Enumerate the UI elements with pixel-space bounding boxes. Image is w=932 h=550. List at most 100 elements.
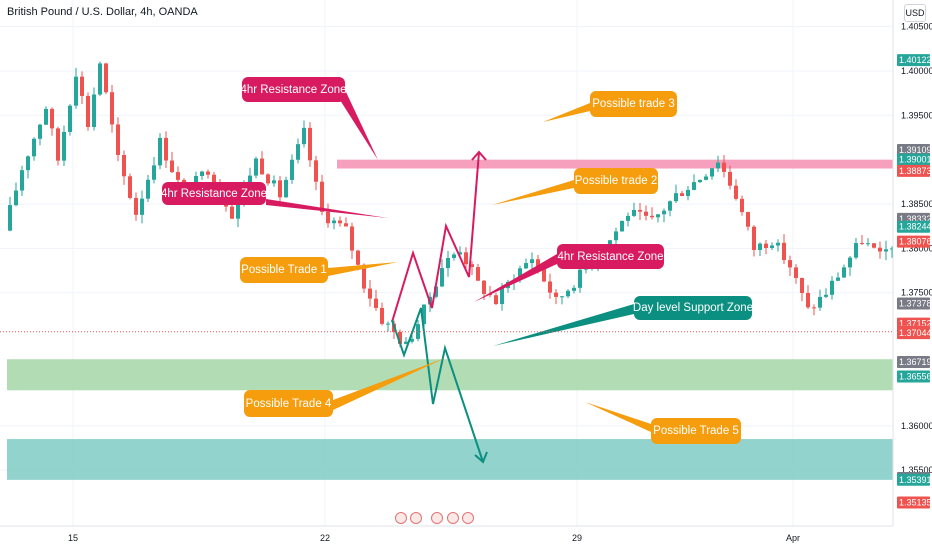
candle-body bbox=[128, 176, 132, 198]
price-tag: 1.37044 bbox=[897, 327, 932, 340]
price-tick-label: 1.37500 bbox=[901, 288, 932, 298]
candle-body bbox=[230, 206, 234, 219]
price-tag-bg bbox=[897, 297, 930, 310]
candle bbox=[890, 246, 894, 258]
candle-body bbox=[698, 179, 702, 183]
candle bbox=[806, 285, 810, 309]
candle bbox=[746, 211, 750, 231]
candle-body bbox=[164, 137, 168, 161]
candle bbox=[158, 133, 162, 170]
candle-body bbox=[14, 190, 18, 206]
candle bbox=[620, 220, 624, 232]
candle-body bbox=[524, 263, 528, 269]
price-tag: 1.36556 bbox=[897, 370, 932, 383]
callout-trade4: Possible Trade 4 bbox=[244, 390, 333, 417]
candle-body bbox=[572, 287, 576, 291]
candle-body bbox=[620, 220, 624, 232]
candle bbox=[764, 240, 768, 255]
candle bbox=[296, 138, 300, 164]
candle-body bbox=[236, 200, 240, 219]
candle bbox=[332, 217, 336, 230]
candle bbox=[74, 67, 78, 109]
candle-body bbox=[260, 158, 264, 175]
candle-body bbox=[62, 131, 66, 161]
candle-body bbox=[626, 215, 630, 221]
candle bbox=[314, 155, 318, 191]
candle bbox=[116, 117, 120, 162]
candle bbox=[254, 156, 258, 179]
price-tag-label: 1.37378 bbox=[899, 299, 932, 309]
candle bbox=[104, 62, 108, 95]
price-tag-label: 1.35135 bbox=[899, 497, 932, 507]
candle bbox=[416, 320, 420, 342]
candle-body bbox=[560, 296, 564, 298]
candle bbox=[266, 173, 270, 186]
candle bbox=[26, 155, 30, 179]
event-flag-icon bbox=[462, 512, 474, 524]
price-tag-bg bbox=[897, 370, 930, 383]
candle-body bbox=[854, 243, 858, 258]
price-tag-label: 1.37152 bbox=[899, 319, 932, 329]
candle-body bbox=[290, 159, 294, 180]
callout-zone1: 4hr Resistance Zone bbox=[240, 77, 347, 102]
price-tag-label: 1.40122 bbox=[899, 55, 932, 65]
price-tag-bg bbox=[897, 235, 930, 248]
candle bbox=[350, 222, 354, 259]
candle-body bbox=[32, 138, 36, 157]
time-axis-bg bbox=[0, 526, 932, 550]
candle-body bbox=[458, 252, 462, 255]
candle-body bbox=[380, 307, 384, 324]
price-tag: 1.38873 bbox=[897, 164, 932, 177]
candle bbox=[494, 292, 498, 306]
grid bbox=[0, 0, 893, 526]
candle bbox=[818, 289, 822, 311]
candle-body bbox=[788, 260, 792, 268]
callout-zone2: 4hr Resistance Zone bbox=[161, 182, 267, 205]
candle bbox=[686, 185, 690, 201]
candle bbox=[752, 225, 756, 257]
candle bbox=[704, 174, 708, 181]
candle-body bbox=[800, 277, 804, 293]
candle-body bbox=[836, 277, 840, 281]
candle-body bbox=[674, 193, 678, 202]
currency-button[interactable]: USD bbox=[904, 4, 926, 22]
candle-body bbox=[104, 63, 108, 93]
candle bbox=[488, 285, 492, 298]
price-tag-bg bbox=[897, 143, 930, 156]
price-tag: 1.39109 bbox=[897, 143, 932, 156]
callout-pointer-7 bbox=[333, 358, 445, 410]
candle bbox=[134, 192, 138, 221]
candle bbox=[542, 268, 546, 283]
candle-body bbox=[752, 226, 756, 250]
candle bbox=[530, 252, 534, 270]
candle bbox=[98, 61, 102, 97]
callout-pointer-4 bbox=[328, 262, 398, 276]
price-tag-label: 1.39001 bbox=[899, 155, 932, 165]
candle bbox=[860, 235, 864, 246]
candle bbox=[20, 165, 24, 197]
candle-body bbox=[8, 205, 12, 231]
price-tag: 1.39001 bbox=[897, 153, 932, 166]
candle bbox=[758, 242, 762, 257]
zone-0 bbox=[337, 159, 932, 169]
candle-body bbox=[422, 304, 426, 325]
callout-zone3: 4hr Resistance Zone bbox=[557, 244, 664, 269]
projected-paths bbox=[391, 150, 488, 464]
candle bbox=[650, 207, 654, 220]
candle-body bbox=[764, 243, 768, 248]
candle bbox=[584, 268, 588, 274]
candle-body bbox=[314, 160, 318, 182]
candle bbox=[770, 242, 774, 251]
candle bbox=[380, 302, 384, 326]
candle bbox=[170, 151, 174, 174]
price-tag-bg bbox=[897, 355, 930, 368]
candle bbox=[632, 202, 636, 217]
candle-body bbox=[56, 128, 60, 161]
candle-body bbox=[206, 171, 210, 175]
candle-body bbox=[644, 211, 648, 216]
price-tag: 1.35391 bbox=[897, 473, 932, 486]
candle bbox=[110, 85, 114, 133]
event-flag-icon bbox=[447, 512, 459, 524]
candle bbox=[206, 169, 210, 179]
